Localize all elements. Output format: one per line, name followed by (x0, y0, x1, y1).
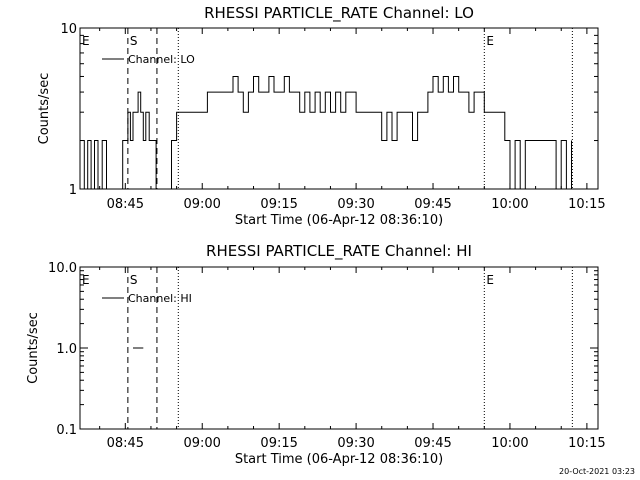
y-tick-label: 0.1 (56, 423, 77, 438)
y-axis-label: Counts/sec (26, 312, 41, 384)
event-marker-label: E (82, 34, 90, 48)
x-tick-label: 09:00 (183, 436, 220, 451)
y-tick-label: 10 (60, 22, 77, 37)
x-tick-label: 09:30 (337, 436, 374, 451)
y-tick-label: 10.0 (48, 261, 77, 276)
hi-channel-panel: RHESSI PARTICLE_RATE Channel: HI 08:45 09:… (26, 242, 606, 467)
chart-title: RHESSI PARTICLE_RATE Channel: HI (206, 242, 472, 261)
chart-title: RHESSI PARTICLE_RATE Channel: LO (204, 4, 474, 23)
legend-entry: Channel: LO (128, 53, 195, 66)
footer-timestamp: 20-Oct-2021 03:23 (559, 467, 635, 476)
event-marker-label: S (130, 34, 138, 48)
x-tick-label: 08:45 (107, 436, 144, 451)
x-tick-label: 08:45 (107, 197, 144, 212)
x-tick-label: 10:00 (491, 197, 528, 212)
x-tick-label: 10:00 (491, 436, 528, 451)
plot-frame (79, 27, 599, 190)
lo-channel-panel: RHESSI PARTICLE_RATE Channel: LO 08:45 09:… (37, 4, 606, 228)
x-tick-label: 09:30 (337, 197, 374, 212)
x-tick-label: 09:15 (260, 197, 297, 212)
x-tick-label: 09:45 (414, 197, 451, 212)
event-marker-label: E (486, 34, 494, 48)
x-tick-label: 10:15 (568, 436, 605, 451)
event-marker-label: E (82, 273, 90, 287)
x-axis-label: Start Time (06-Apr-12 08:36:10) (235, 213, 443, 228)
y-axis-label: Counts/sec (37, 73, 52, 145)
event-marker-label: S (130, 273, 138, 287)
x-tick-label: 09:45 (414, 436, 451, 451)
x-tick-label: 10:15 (568, 197, 605, 212)
legend-entry: Channel: HI (128, 292, 192, 305)
y-tick-label: 1 (69, 183, 77, 198)
x-tick-label: 09:15 (260, 436, 297, 451)
event-marker-label: E (486, 273, 494, 287)
x-tick-label: 09:00 (183, 197, 220, 212)
series-line (80, 76, 572, 190)
x-axis-label: Start Time (06-Apr-12 08:36:10) (235, 452, 443, 467)
y-tick-label: 1.0 (56, 342, 77, 357)
